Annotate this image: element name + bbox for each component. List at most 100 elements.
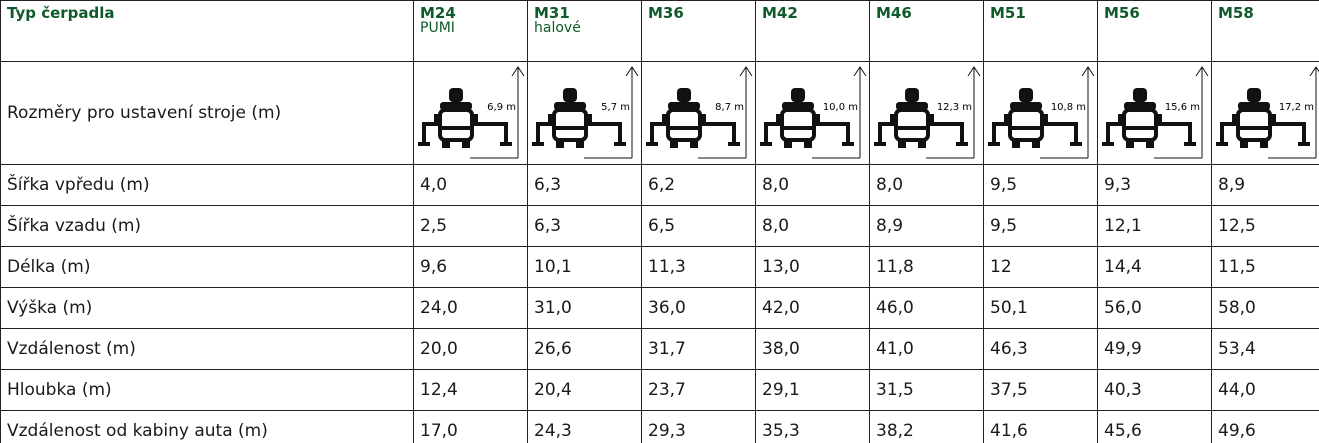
value-cell: 8,0 bbox=[869, 164, 984, 206]
column-name: M31 bbox=[534, 4, 570, 22]
row-label: Vzdálenost (m) bbox=[0, 328, 414, 370]
column-name: M24 bbox=[420, 4, 456, 22]
icon-shape bbox=[662, 114, 668, 124]
value-cell: 8,0 bbox=[755, 164, 870, 206]
value-cell: 42,0 bbox=[755, 287, 870, 329]
header-cell: M31 halové bbox=[527, 0, 642, 62]
column-name: M46 bbox=[876, 4, 912, 22]
icon-shape bbox=[878, 122, 882, 144]
data-row: Vzdálenost od kabiny auta (m) 17,0 24,3 29,… bbox=[0, 410, 1319, 443]
value-cell: 40,3 bbox=[1097, 369, 1212, 411]
icon-shape bbox=[422, 122, 426, 144]
icon-shape bbox=[1004, 114, 1010, 124]
icon-shape bbox=[890, 114, 896, 124]
icon-shape bbox=[511, 66, 525, 77]
icon-cell: 8,7 m bbox=[641, 61, 756, 165]
value-cell: 11,8 bbox=[869, 246, 984, 288]
value-cell: 10,1 bbox=[527, 246, 642, 288]
icon-shape bbox=[1070, 142, 1082, 146]
column-name: M56 bbox=[1104, 4, 1140, 22]
icon-shape bbox=[853, 66, 867, 77]
icon-shape bbox=[1008, 108, 1044, 142]
value-cell: 31,7 bbox=[641, 328, 756, 370]
icon-shape bbox=[1216, 142, 1228, 146]
icon-shape bbox=[1081, 66, 1095, 77]
column-name: M42 bbox=[762, 4, 798, 22]
height-label: 12,3 m bbox=[937, 102, 972, 113]
icon-shape bbox=[552, 108, 588, 142]
height-label: 10,8 m bbox=[1051, 102, 1086, 113]
icon-shape bbox=[532, 142, 544, 146]
icon-shape bbox=[1122, 108, 1158, 142]
icon-cell: 10,8 m bbox=[983, 61, 1098, 165]
icon-shape bbox=[1298, 142, 1310, 146]
icon-shape bbox=[1232, 114, 1238, 124]
icon-shape bbox=[874, 142, 886, 146]
icon-shape bbox=[1019, 88, 1033, 102]
header-cell: M51 bbox=[983, 0, 1098, 62]
icon-shape bbox=[536, 122, 540, 144]
icon-shape bbox=[814, 114, 820, 124]
icon-shape bbox=[1010, 126, 1042, 130]
data-row: Výška (m) 24,0 31,0 36,0 42,0 46,0 50,1 56,0 58,… bbox=[0, 287, 1319, 329]
icon-shape bbox=[1124, 126, 1156, 130]
value-cell: 53,4 bbox=[1211, 328, 1319, 370]
truck-icon: 12,3 m bbox=[874, 66, 981, 159]
value-cell: 11,3 bbox=[641, 246, 756, 288]
value-cell: 17,0 bbox=[413, 410, 528, 443]
row-label: Rozměry pro ustavení stroje (m) bbox=[0, 61, 414, 165]
value-cell: 12,5 bbox=[1211, 205, 1319, 247]
data-row: Délka (m) 9,6 10,1 11,3 13,0 11,8 12 14,4 11,5 bbox=[0, 246, 1319, 288]
header-cell: Typ čerpadla bbox=[0, 0, 414, 62]
icon-shape bbox=[956, 142, 968, 146]
truck-icon: 17,2 m bbox=[1216, 66, 1319, 159]
icon-shape bbox=[1240, 138, 1248, 148]
value-cell: 49,6 bbox=[1211, 410, 1319, 443]
icon-shape bbox=[890, 114, 934, 148]
icon-shape bbox=[504, 122, 508, 144]
icon-shape bbox=[552, 108, 588, 142]
icon-shape bbox=[846, 122, 850, 144]
icon-shape bbox=[576, 138, 584, 148]
icon-shape bbox=[1238, 126, 1270, 130]
value-cell: 9,3 bbox=[1097, 164, 1212, 206]
icon-shape bbox=[586, 114, 592, 124]
value-cell: 29,3 bbox=[641, 410, 756, 443]
truck-icon: 15,6 m bbox=[1102, 66, 1209, 159]
header-cell: M56 bbox=[1097, 0, 1212, 62]
icon-shape bbox=[666, 108, 702, 142]
header-cell: M42 bbox=[755, 0, 870, 62]
icon-shape bbox=[1074, 122, 1078, 144]
header-title: Typ čerpadla bbox=[7, 4, 115, 22]
icon-shape bbox=[894, 108, 930, 142]
icon-cell: 6,9 m bbox=[413, 61, 528, 165]
truck-icon: 8,7 m bbox=[646, 66, 753, 159]
truck-icon: 6,9 m bbox=[418, 66, 525, 159]
value-cell: 6,5 bbox=[641, 205, 756, 247]
row-label: Hloubka (m) bbox=[0, 369, 414, 411]
value-cell: 58,0 bbox=[1211, 287, 1319, 329]
value-cell: 14,4 bbox=[1097, 246, 1212, 288]
icon-cell: 12,3 m bbox=[869, 61, 984, 165]
icon-shape bbox=[462, 138, 470, 148]
icon-shape bbox=[1106, 122, 1110, 144]
truck-icon: 5,7 m bbox=[532, 66, 639, 159]
value-cell: 31,5 bbox=[869, 369, 984, 411]
icon-shape bbox=[668, 126, 700, 130]
icon-shape bbox=[905, 88, 919, 102]
value-cell: 6,3 bbox=[527, 164, 642, 206]
icon-shape bbox=[1118, 114, 1124, 124]
value-cell: 38,2 bbox=[869, 410, 984, 443]
icon-shape bbox=[1122, 108, 1158, 142]
row-label: Šířka vpředu (m) bbox=[0, 164, 414, 206]
icon-shape bbox=[1302, 122, 1306, 144]
icon-shape bbox=[1042, 114, 1048, 124]
icon-shape bbox=[618, 122, 622, 144]
icon-shape bbox=[418, 142, 430, 146]
value-cell: 9,5 bbox=[983, 205, 1098, 247]
icon-shape bbox=[1247, 88, 1261, 102]
icon-shape bbox=[449, 88, 463, 102]
value-cell: 56,0 bbox=[1097, 287, 1212, 329]
icon-shape bbox=[728, 142, 740, 146]
